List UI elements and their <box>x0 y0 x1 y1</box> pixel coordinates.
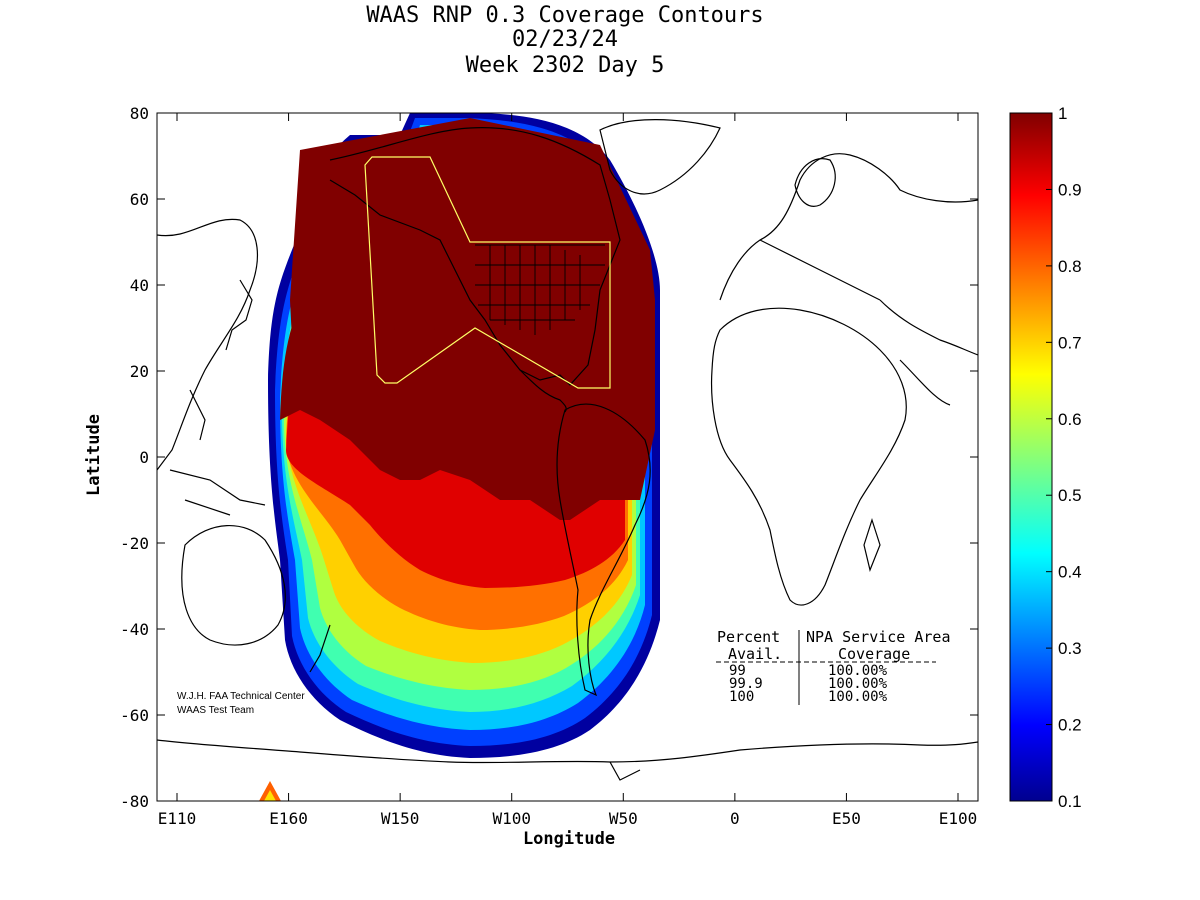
coverage-contours <box>259 113 660 801</box>
coastline-north-america <box>329 127 621 386</box>
colorbar-tick-label: 0.4 <box>1058 563 1082 582</box>
chart-title: WAAS RNP 0.3 Coverage Contours 02/23/24 … <box>366 3 763 78</box>
y-tick-label: -40 <box>120 620 149 639</box>
colorbar-tick-label: 0.6 <box>1058 410 1082 429</box>
colorbar-tick-label: 0.8 <box>1058 257 1082 276</box>
y-axis-label: Latitude <box>84 414 104 496</box>
colorbar-tick-label: 0.3 <box>1058 639 1082 658</box>
us-state-boundaries <box>475 244 605 335</box>
contour-southpole-spot-inner <box>264 790 276 801</box>
coastline-greenland <box>599 119 721 195</box>
coastline-philippines-indonesia <box>169 389 266 516</box>
stats-table: Percent NPA Service Area Avail. Coverage… <box>716 628 951 705</box>
stats-row-2-coverage: 100.00% <box>828 676 888 692</box>
credit-line-2: WAAS Test Team <box>177 705 254 716</box>
stats-row-3-avail: 100 <box>729 689 754 705</box>
coastline-scandinavia <box>794 158 836 207</box>
coastline-middle-east-asia <box>879 299 978 406</box>
stats-row-1-avail: 99 <box>729 663 746 679</box>
x-axis-label: Longitude <box>523 829 615 849</box>
credit-line-1: W.J.H. FAA Technical Center <box>177 691 305 702</box>
stats-col1-header-bottom: Avail. <box>728 645 782 663</box>
x-tick-label: E100 <box>939 809 978 828</box>
y-axis: 80 60 40 20 0 -20 -40 -60 -80 <box>120 104 978 811</box>
colorbar-ticks: 1 0.9 0.8 0.7 0.6 0.5 0.4 0.3 0.2 0.1 <box>1046 104 1082 811</box>
x-tick-label: E160 <box>269 809 308 828</box>
stats-col1-header-top: Percent <box>717 628 780 646</box>
x-tick-label: 0 <box>730 809 740 828</box>
title-line-1: WAAS RNP 0.3 Coverage Contours <box>366 3 763 28</box>
x-axis: E110 E160 W150 W100 W50 0 E50 E100 <box>158 113 978 828</box>
title-line-3: Week 2302 Day 5 <box>466 53 665 78</box>
coastline-south-america <box>556 403 651 697</box>
coastline-antarctic-peninsula <box>609 761 641 781</box>
colorbar-tick-label: 0.5 <box>1058 486 1082 505</box>
coastline-antarctica <box>157 739 978 764</box>
coastline-australia <box>181 525 286 646</box>
colorbar-tick-label: 0.7 <box>1058 333 1082 352</box>
coastline-new-zealand <box>309 624 331 673</box>
x-tick-label: E50 <box>832 809 861 828</box>
y-tick-label: 40 <box>130 276 149 295</box>
y-tick-label: 80 <box>130 104 149 123</box>
stats-row-2-avail: 99.9 <box>729 676 763 692</box>
coastline-central-america <box>519 369 567 413</box>
service-area-outline <box>364 156 611 389</box>
y-tick-label: -60 <box>120 706 149 725</box>
x-tick-label: W100 <box>492 809 531 828</box>
colorbar-frame <box>1009 112 1053 802</box>
y-tick-label: 20 <box>130 362 149 381</box>
coastline-asia-east <box>157 218 259 471</box>
coastline-africa <box>711 307 907 606</box>
x-tick-label: W150 <box>381 809 420 828</box>
colorbar-tick-label: 0.1 <box>1058 792 1082 811</box>
y-tick-label: 0 <box>139 448 149 467</box>
y-tick-label: 60 <box>130 190 149 209</box>
stats-row-1-coverage: 100.00% <box>828 663 888 679</box>
coastline-madagascar <box>863 518 881 572</box>
stats-row-3-coverage: 100.00% <box>828 689 888 705</box>
y-tick-label: -20 <box>120 534 149 553</box>
y-tick-label: -80 <box>120 792 149 811</box>
title-line-2: 02/23/24 <box>512 27 618 52</box>
x-tick-label: E110 <box>158 809 197 828</box>
x-tick-label: W50 <box>609 809 638 828</box>
coastlines <box>157 119 978 781</box>
stats-col2-header-bottom: Coverage <box>838 645 910 663</box>
map-plot-area <box>157 113 978 801</box>
colorbar-tick-label: 1 <box>1058 104 1067 123</box>
colorbar <box>1010 113 1052 801</box>
stats-col2-header-top: NPA Service Area <box>806 628 951 646</box>
colorbar-tick-label: 0.2 <box>1058 716 1082 735</box>
colorbar-tick-label: 0.9 <box>1058 180 1082 199</box>
coastline-japan <box>225 279 253 351</box>
